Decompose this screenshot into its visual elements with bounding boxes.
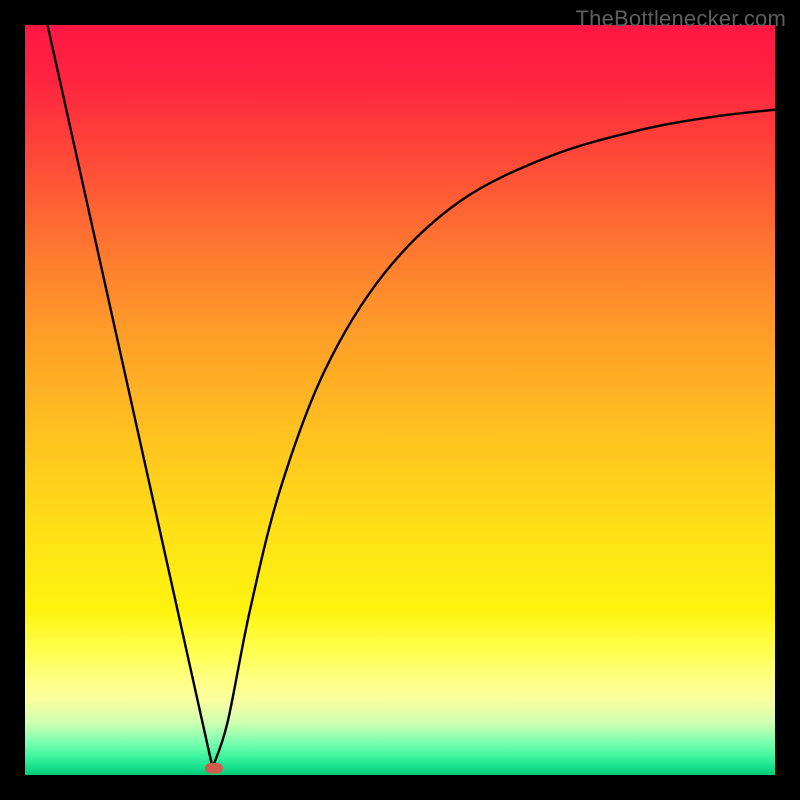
chart-svg: [25, 25, 775, 775]
chart-background: [25, 25, 775, 775]
chart-plot-area: [25, 25, 775, 775]
watermark-text: TheBottlenecker.com: [576, 6, 786, 32]
min-marker: [205, 763, 223, 774]
